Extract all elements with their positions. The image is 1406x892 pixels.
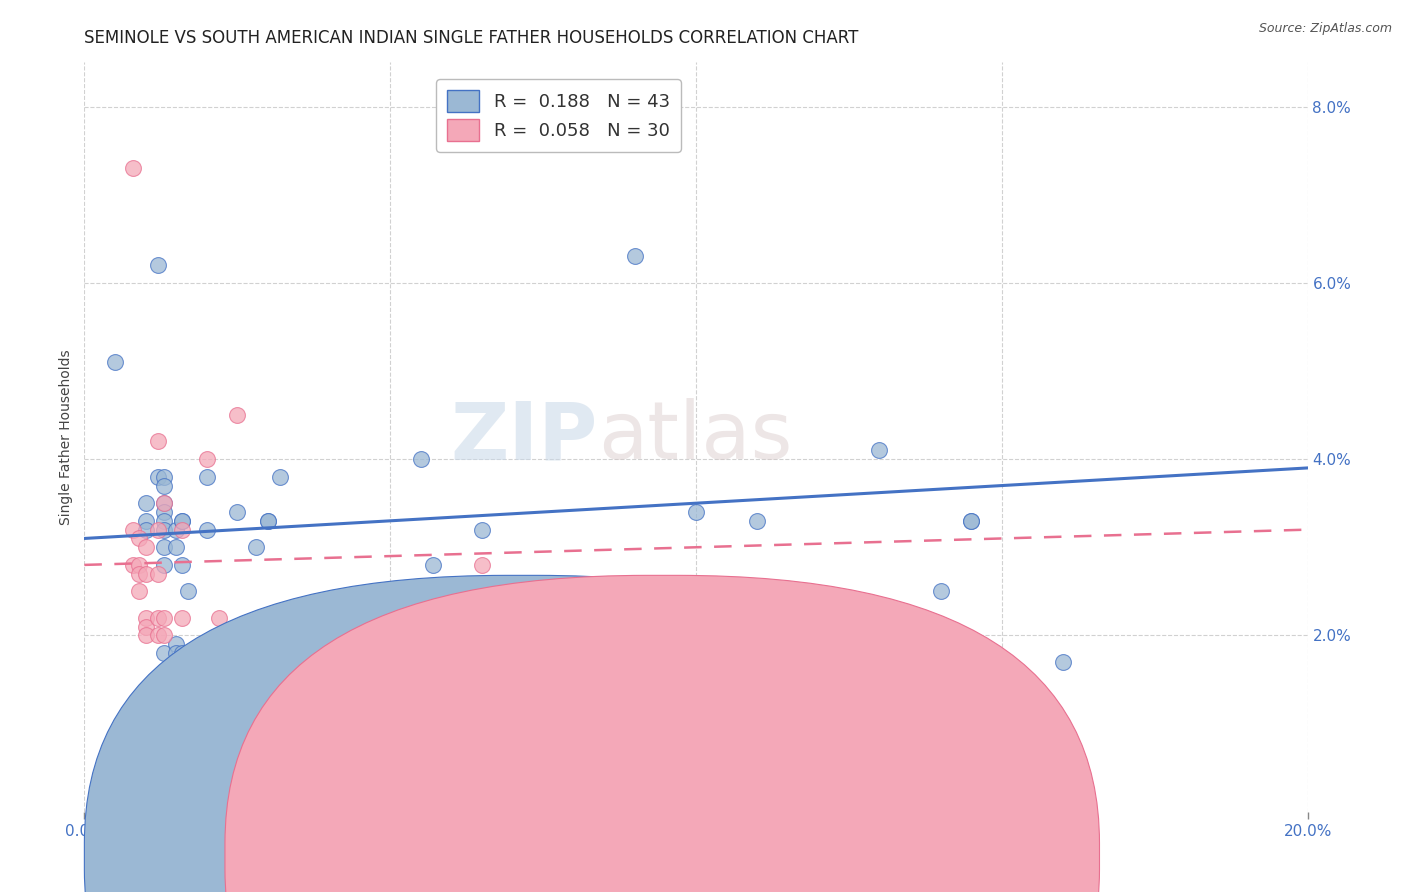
Point xyxy=(146,434,169,449)
Point xyxy=(245,541,267,555)
Point xyxy=(172,514,194,528)
Point xyxy=(165,523,187,537)
Point xyxy=(135,619,157,633)
Point xyxy=(172,681,194,696)
Point xyxy=(153,469,176,483)
Point xyxy=(128,584,150,599)
Point xyxy=(153,496,176,510)
Point xyxy=(869,443,891,458)
Text: Source: ZipAtlas.com: Source: ZipAtlas.com xyxy=(1258,22,1392,36)
Point xyxy=(135,496,157,510)
Point xyxy=(146,566,169,581)
Point xyxy=(195,469,218,483)
Point xyxy=(104,355,127,369)
Point xyxy=(153,646,176,660)
Point xyxy=(960,514,983,528)
Point xyxy=(685,505,707,519)
Point xyxy=(367,628,389,642)
Point xyxy=(135,514,157,528)
Y-axis label: Single Father Households: Single Father Households xyxy=(59,350,73,524)
Point xyxy=(172,611,194,625)
Point xyxy=(146,628,169,642)
Text: SEMINOLE VS SOUTH AMERICAN INDIAN SINGLE FATHER HOUSEHOLDS CORRELATION CHART: SEMINOLE VS SOUTH AMERICAN INDIAN SINGLE… xyxy=(84,29,859,47)
Point xyxy=(257,514,280,528)
Point xyxy=(1052,655,1074,669)
Point xyxy=(929,584,952,599)
Point xyxy=(146,258,169,272)
Point xyxy=(153,514,176,528)
Point xyxy=(153,496,176,510)
Text: South American Indians: South American Indians xyxy=(689,849,872,863)
Point xyxy=(153,478,176,492)
Point xyxy=(135,541,157,555)
Point xyxy=(135,611,157,625)
Point xyxy=(960,514,983,528)
Point xyxy=(172,716,194,731)
Point xyxy=(226,505,249,519)
Point xyxy=(135,523,157,537)
Text: Seminole: Seminole xyxy=(548,849,620,863)
Point xyxy=(208,611,231,625)
Point xyxy=(122,161,145,176)
Point xyxy=(471,523,494,537)
Point xyxy=(146,611,169,625)
Point xyxy=(146,523,169,537)
Point xyxy=(172,646,194,660)
Point xyxy=(172,514,194,528)
Point xyxy=(122,523,145,537)
Point xyxy=(165,646,187,660)
Point xyxy=(172,655,194,669)
Point xyxy=(153,611,176,625)
Point xyxy=(172,673,194,687)
Point xyxy=(471,558,494,572)
Point xyxy=(153,505,176,519)
Point xyxy=(195,523,218,537)
Point xyxy=(128,566,150,581)
Point xyxy=(153,523,176,537)
Legend: R =  0.188   N = 43, R =  0.058   N = 30: R = 0.188 N = 43, R = 0.058 N = 30 xyxy=(436,79,681,152)
Point xyxy=(153,558,176,572)
Text: ZIP: ZIP xyxy=(451,398,598,476)
Point xyxy=(269,469,291,483)
Point xyxy=(409,452,432,467)
Point xyxy=(747,514,769,528)
Point xyxy=(135,566,157,581)
Point xyxy=(122,558,145,572)
Point xyxy=(422,558,444,572)
Point xyxy=(153,628,176,642)
Text: atlas: atlas xyxy=(598,398,793,476)
Point xyxy=(172,558,194,572)
Point xyxy=(128,558,150,572)
Point xyxy=(177,584,200,599)
Point xyxy=(172,523,194,537)
Point xyxy=(135,628,157,642)
Point xyxy=(153,541,176,555)
Point xyxy=(226,408,249,422)
Point xyxy=(165,637,187,651)
Point xyxy=(128,532,150,546)
Point xyxy=(165,541,187,555)
Point xyxy=(146,469,169,483)
Point xyxy=(624,249,647,263)
Point xyxy=(257,514,280,528)
Point xyxy=(195,452,218,467)
